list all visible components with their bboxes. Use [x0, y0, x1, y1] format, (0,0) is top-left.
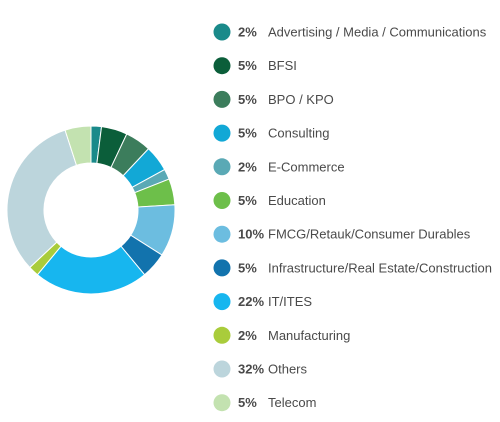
legend-swatch — [213, 293, 231, 311]
legend-swatch — [213, 259, 231, 277]
legend-label: Infrastructure/Real Estate/Construction — [268, 260, 492, 275]
legend-percent: 5% — [238, 92, 257, 107]
legend-label: BPO / KPO — [268, 92, 334, 107]
legend-item: 2% Manufacturing — [213, 326, 350, 344]
legend-item: 5% Infrastructure/Real Estate/Constructio… — [213, 259, 492, 277]
donut-slices — [6, 125, 176, 295]
slice-11 — [64, 125, 92, 166]
legend-label: Telecom — [268, 395, 316, 410]
legend-swatch — [213, 124, 231, 142]
legend-item: 10% FMCG/Retauk/Consumer Durables — [213, 225, 471, 243]
slice-10 — [6, 129, 78, 269]
legend: 2% Advertising / Media / Communications 5%… — [213, 23, 492, 412]
legend-swatch — [213, 57, 231, 75]
legend-swatch — [213, 158, 231, 176]
legend-percent: 32% — [238, 362, 264, 377]
legend-label: Manufacturing — [268, 328, 350, 343]
legend-item: 5% Consulting — [213, 124, 329, 142]
legend-item: 5% Education — [213, 192, 326, 209]
legend-label: Others — [268, 362, 308, 377]
legend-item: 5% BFSI — [213, 57, 297, 75]
legend-label: FMCG/Retauk/Consumer Durables — [268, 227, 471, 242]
legend-label: Consulting — [268, 126, 329, 141]
legend-swatch — [213, 394, 231, 412]
legend-percent: 2% — [238, 25, 257, 40]
legend-item: 2% E-Commerce — [213, 158, 345, 176]
legend-percent: 5% — [238, 58, 257, 73]
legend-swatch — [213, 225, 231, 243]
legend-swatch — [213, 192, 231, 209]
legend-percent: 10% — [238, 227, 264, 242]
legend-percent: 5% — [238, 395, 257, 410]
legend-label: E-Commerce — [268, 159, 345, 174]
legend-label: Education — [268, 193, 326, 208]
legend-label: BFSI — [268, 58, 297, 73]
legend-swatch — [213, 90, 231, 108]
legend-item: 22% IT/ITES — [213, 293, 312, 311]
legend-percent: 5% — [238, 193, 257, 208]
legend-percent: 2% — [238, 159, 257, 174]
legend-item: 32% Others — [213, 360, 308, 378]
legend-label: Advertising / Media / Communications — [268, 25, 487, 40]
legend-swatch — [213, 326, 231, 344]
legend-swatch — [213, 23, 231, 41]
legend-item: 5% BPO / KPO — [213, 90, 334, 108]
legend-percent: 2% — [238, 328, 257, 343]
legend-label: IT/ITES — [268, 294, 312, 309]
legend-percent: 5% — [238, 260, 257, 275]
legend-item: 5% Telecom — [213, 394, 316, 412]
legend-item: 2% Advertising / Media / Communications — [213, 23, 487, 41]
legend-percent: 5% — [238, 126, 257, 141]
legend-percent: 22% — [238, 294, 264, 309]
legend-swatch — [213, 360, 231, 378]
